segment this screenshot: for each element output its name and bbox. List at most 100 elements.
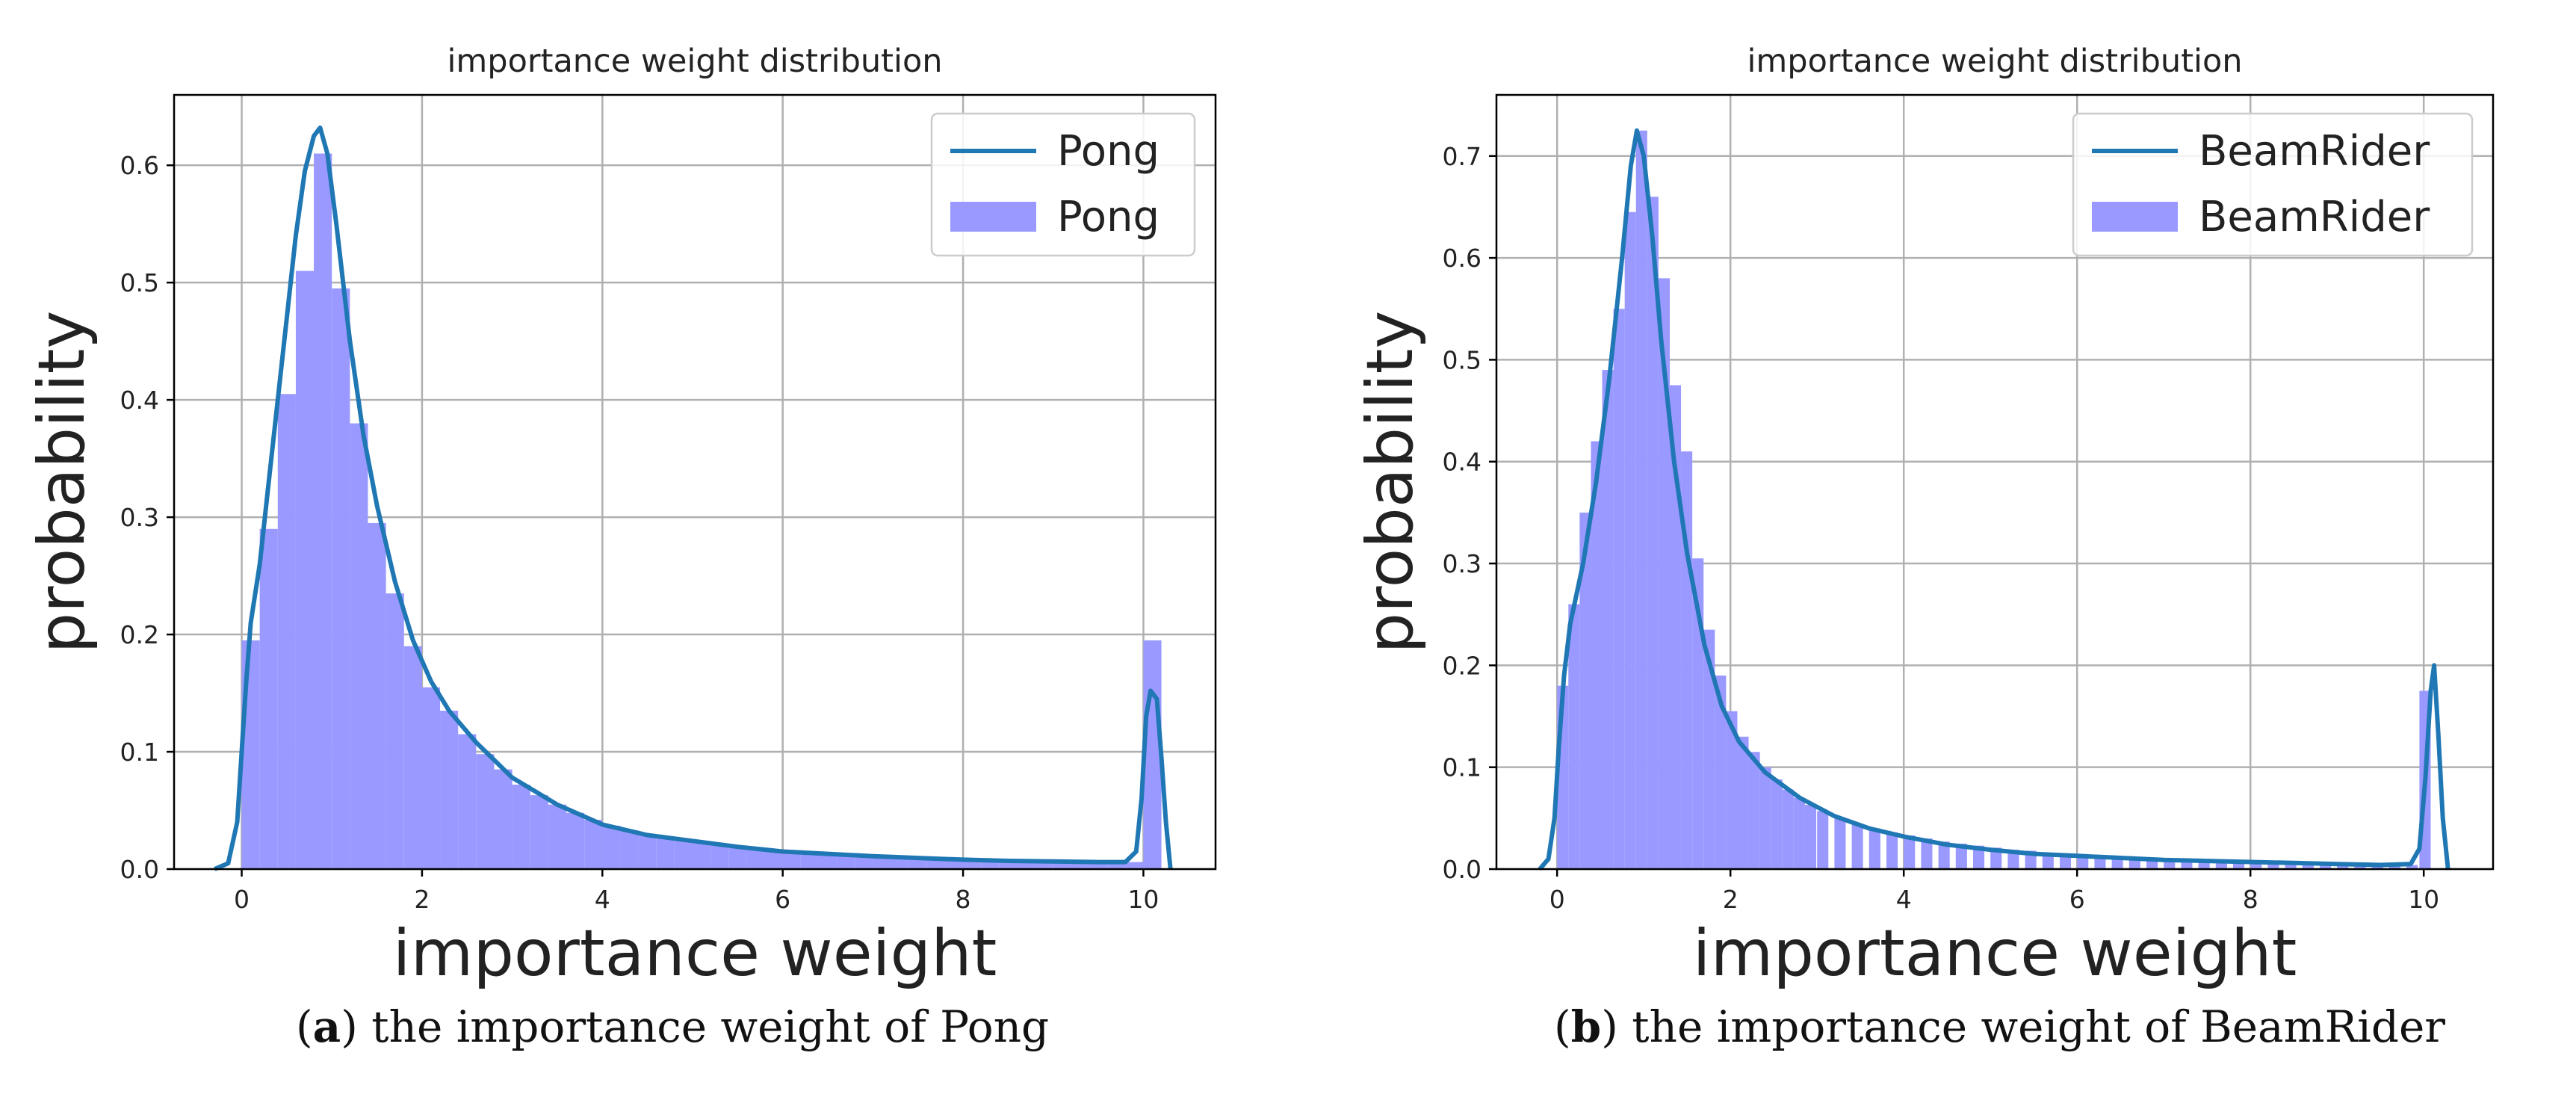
y-tick-label: 0.6 — [1443, 244, 1481, 273]
histogram-bar — [1568, 604, 1580, 869]
x-tick-label: 4 — [595, 885, 610, 914]
histogram-bar — [1921, 838, 1933, 869]
histogram-bar — [350, 423, 368, 869]
histogram-bar — [2007, 850, 2019, 869]
histogram-bar — [403, 646, 422, 869]
panel-a-chart: 0 2 4 6 8 10 0.0 0.1 0.2 0.3 0.4 0.5 0.6 importance w… — [25, 43, 1217, 991]
histogram-bar — [1125, 862, 1144, 869]
histogram-bar — [1834, 818, 1846, 869]
x-tick-label: 8 — [956, 885, 971, 914]
histogram-bar — [1613, 309, 1625, 869]
histogram-bar — [855, 856, 873, 869]
histogram-bar — [386, 593, 404, 869]
histogram-bar — [1886, 832, 1898, 869]
histogram-bar — [999, 861, 1018, 869]
x-tick-label: 0 — [1549, 885, 1565, 914]
histogram-bar — [1579, 512, 1591, 869]
histogram-bar — [1647, 197, 1659, 869]
y-tick-label: 0.4 — [1443, 448, 1481, 477]
histogram-bar — [602, 825, 621, 869]
histogram-bar — [1703, 629, 1715, 869]
histogram-bar — [873, 856, 891, 869]
histogram-bar — [1771, 779, 1783, 869]
histogram-bar — [1737, 736, 1749, 869]
y-tick-label: 0.2 — [1443, 651, 1481, 680]
histogram-bar — [837, 855, 855, 869]
histogram-bar — [1143, 640, 1162, 869]
legend-label: Pong — [1057, 127, 1159, 176]
histogram-bar — [818, 853, 837, 869]
histogram-bar — [1071, 862, 1090, 869]
caption-a: (a) the importance weight of Pong — [296, 1001, 1050, 1052]
histogram-bar — [2215, 861, 2227, 869]
histogram-bar — [1602, 370, 1614, 870]
axes-frame — [173, 93, 1217, 871]
legend-label: BeamRider — [2199, 193, 2430, 241]
histogram-bar — [2250, 862, 2262, 869]
axes-frame — [1495, 93, 2495, 871]
x-tick-label: 6 — [775, 885, 790, 914]
histogram-bar — [1938, 841, 1950, 869]
panel-b-chart: 0 2 4 6 8 10 0.0 0.1 0.2 0.3 0.4 0.5 0.6 0.7 importanc… — [1353, 43, 2495, 991]
chart-title: importance weight distribution — [1747, 43, 2242, 80]
histogram-bar — [891, 857, 909, 869]
histogram-bar — [1851, 824, 1863, 869]
histogram-bar — [2285, 862, 2297, 869]
histogram-bar — [674, 841, 693, 869]
y-tick-label: 0.1 — [1443, 753, 1481, 782]
histogram-bar — [620, 830, 639, 869]
y-tick-label: 0.3 — [1443, 549, 1481, 578]
histogram-bar — [332, 288, 350, 869]
x-tick-label: 0 — [234, 885, 250, 914]
histogram-bar — [530, 795, 548, 869]
y-tick-label: 0.7 — [1443, 142, 1481, 171]
histogram-bar — [1089, 862, 1108, 869]
histogram-bar — [421, 687, 441, 869]
y-tick-label: 0.0 — [1443, 855, 1481, 884]
histogram-bar — [1635, 130, 1647, 870]
histogram-bar — [295, 271, 315, 869]
x-tick-label: 2 — [414, 885, 430, 914]
histogram-bar — [656, 838, 675, 869]
y-tick-label: 0.6 — [120, 151, 159, 180]
histogram-bar — [1726, 711, 1738, 869]
histogram-bar — [494, 769, 513, 869]
histogram-bar — [782, 851, 801, 869]
histogram-bar — [548, 804, 567, 869]
histogram-bar — [1793, 797, 1805, 869]
histogram-bar — [440, 711, 459, 869]
histogram-bar — [1053, 862, 1071, 869]
histogram-bar — [1759, 767, 1771, 869]
histogram-bar — [1017, 861, 1035, 869]
histogram-bar — [2320, 864, 2332, 869]
histogram-bar — [1748, 752, 1760, 869]
x-tick-label: 10 — [1127, 885, 1159, 914]
histogram-bar — [692, 843, 711, 869]
x-tick-label: 8 — [2243, 885, 2258, 914]
x-tick-label: 4 — [1896, 885, 1912, 914]
histogram-bar — [746, 849, 765, 869]
x-axis-label: importance weight — [393, 916, 997, 991]
histogram-bar — [1990, 847, 2002, 869]
histogram-bar — [2267, 862, 2279, 869]
histogram-bar — [584, 820, 603, 869]
histogram-bar — [566, 812, 585, 869]
histogram-bar — [458, 734, 477, 869]
histogram-bar — [1817, 811, 1829, 869]
y-tick-label: 0.1 — [120, 738, 159, 767]
y-axis-label: probability — [1353, 311, 1428, 654]
histogram-bar — [1591, 441, 1603, 869]
histogram-bar — [1035, 861, 1053, 869]
x-axis-label: importance weight — [1693, 916, 2297, 991]
histogram-bar — [1624, 211, 1636, 869]
legend-label: Pong — [1057, 193, 1159, 241]
x-tick-label: 2 — [1723, 885, 1739, 914]
histogram-bar — [710, 845, 729, 869]
caption-b: (b) the importance weight of BeamRider — [1554, 1001, 2445, 1052]
y-axis-label: probability — [25, 311, 99, 654]
y-tick-label: 0.3 — [120, 503, 159, 532]
x-tick-label: 6 — [2069, 885, 2085, 914]
y-tick-label: 0.5 — [1443, 345, 1481, 374]
histogram-bar — [728, 847, 747, 869]
